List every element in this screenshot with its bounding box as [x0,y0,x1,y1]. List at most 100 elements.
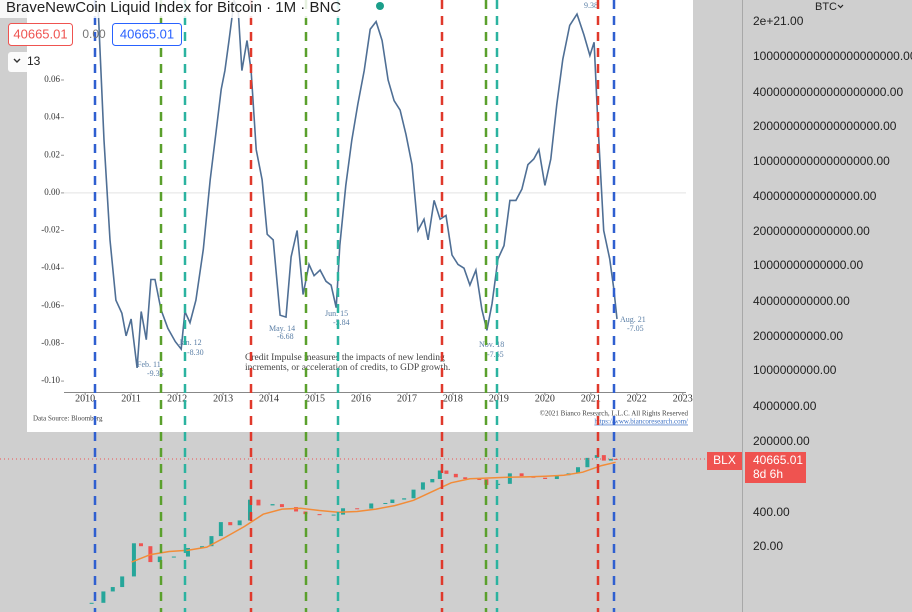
price-label: 2000000000000000000.00 [753,119,897,133]
candle [437,470,442,480]
annotation: -7.05 [627,324,644,333]
price-label: 1000000000000000000000.00 [753,49,912,63]
price-badge [745,452,806,483]
symbol: BLX [713,453,736,467]
y-tick-label: 0.04 [44,112,60,122]
price-label: 200000000000000.00 [753,224,870,238]
x-tick-label: 2013 [213,393,233,404]
spread: 0.00 [82,27,106,41]
symbol-badge [707,452,742,470]
candle [270,504,275,506]
candle [369,503,374,509]
buy-button[interactable] [112,23,182,46]
header: BraveNewCoin Liquid Index for Bitcoin · … [0,0,423,72]
candle [218,522,223,537]
candle [402,498,407,500]
note: Credit Impulse measures the impacts of n… [245,352,445,363]
annotation: Feb. 11 [137,360,161,369]
candle [601,455,606,461]
overlay-image: 0.06 0.04 0.02 0.00 -0.02 -0.04 -0.06 -0.08 -0.1… [27,0,693,432]
candle [420,482,425,490]
price-label: 10000000000000.00 [753,258,863,272]
candle [120,576,125,588]
candle [294,507,299,512]
price-label: 20.00 [753,539,783,553]
candle [237,520,242,526]
y-tick-label: -0.02 [41,225,60,235]
candle [453,473,458,478]
candle [110,587,115,592]
candle [543,477,548,480]
candle [554,475,559,480]
last-price: 40665.01 [753,453,803,467]
candle [185,548,190,557]
candle [411,489,416,499]
y-tick-label: -0.06 [41,300,60,310]
x-tick-label: 2023 [673,393,693,404]
candle [390,499,395,503]
annotation: -6.68 [277,332,294,341]
x-tick-label: 2020 [535,393,555,404]
candle [279,504,284,508]
title: BraveNewCoin Liquid Index for Bitcoin · … [6,0,341,16]
candle [89,602,94,604]
x-tick-label: 2010 [75,393,95,404]
candle [477,479,482,481]
annotation: Jan. 12 [179,338,202,347]
candle [157,556,162,563]
indicator-toggle[interactable] [8,52,46,72]
x-tick-label: 2011 [121,393,141,404]
candle [519,473,524,477]
y-tick-label: -0.04 [41,262,60,272]
candle [138,543,143,547]
x-tick-label: 2016 [351,393,371,404]
price-chart [0,455,742,604]
x-tick-label: 2015 [305,393,325,404]
candle [171,556,176,558]
candle [585,457,590,468]
sell-price: 40665.01 [13,26,67,41]
chevron [13,58,21,63]
moving-average [131,461,616,563]
price-label: 20000000000.00 [753,329,843,343]
status-dot [376,2,384,10]
price-label: 2e+21.00 [753,14,804,28]
y-tick-label: 0.00 [44,187,60,197]
y-tick-label: -0.10 [41,375,60,385]
sell-button[interactable] [8,23,73,46]
annotation: 9.38 [584,1,598,10]
x-tick-label: 2022 [627,393,647,404]
x-tick-label: 2014 [259,393,279,404]
annotation: -7.65 [487,350,504,359]
candle [317,514,322,516]
candle [101,591,106,603]
candle [463,477,468,480]
price-label: 400.00 [753,505,790,519]
annotation: Jun. 15 [325,309,348,318]
candle [613,458,618,460]
annotation: -5.84 [333,318,350,327]
currency-selector[interactable]: BTC [815,1,837,13]
candle [228,522,233,526]
x-tick-label: 2019 [489,393,509,404]
candle [331,514,336,516]
price-axis: BTC 2e+21.00 1000000000000000000000.00 4000… [707,1,912,553]
impulse-line [97,0,618,368]
annotation: May. 14 [269,324,295,333]
price-label: 40000000000000000000.00 [753,85,903,99]
url: https://www.biancoresearch.com/ [594,418,688,426]
candle [247,499,252,521]
price-label: 200000.00 [753,434,810,448]
candle [608,458,613,461]
candle [355,508,360,510]
title-background [0,0,423,18]
buy-price: 40665.01 [120,26,174,41]
chevron [837,4,844,9]
annotation: -9.35 [147,369,164,378]
price-label: 400000000000.00 [753,294,850,308]
annotation: Nov. 18 [479,340,504,349]
y-tick-label: 0.06 [44,74,60,84]
price-label: 1000000000.00 [753,363,837,377]
